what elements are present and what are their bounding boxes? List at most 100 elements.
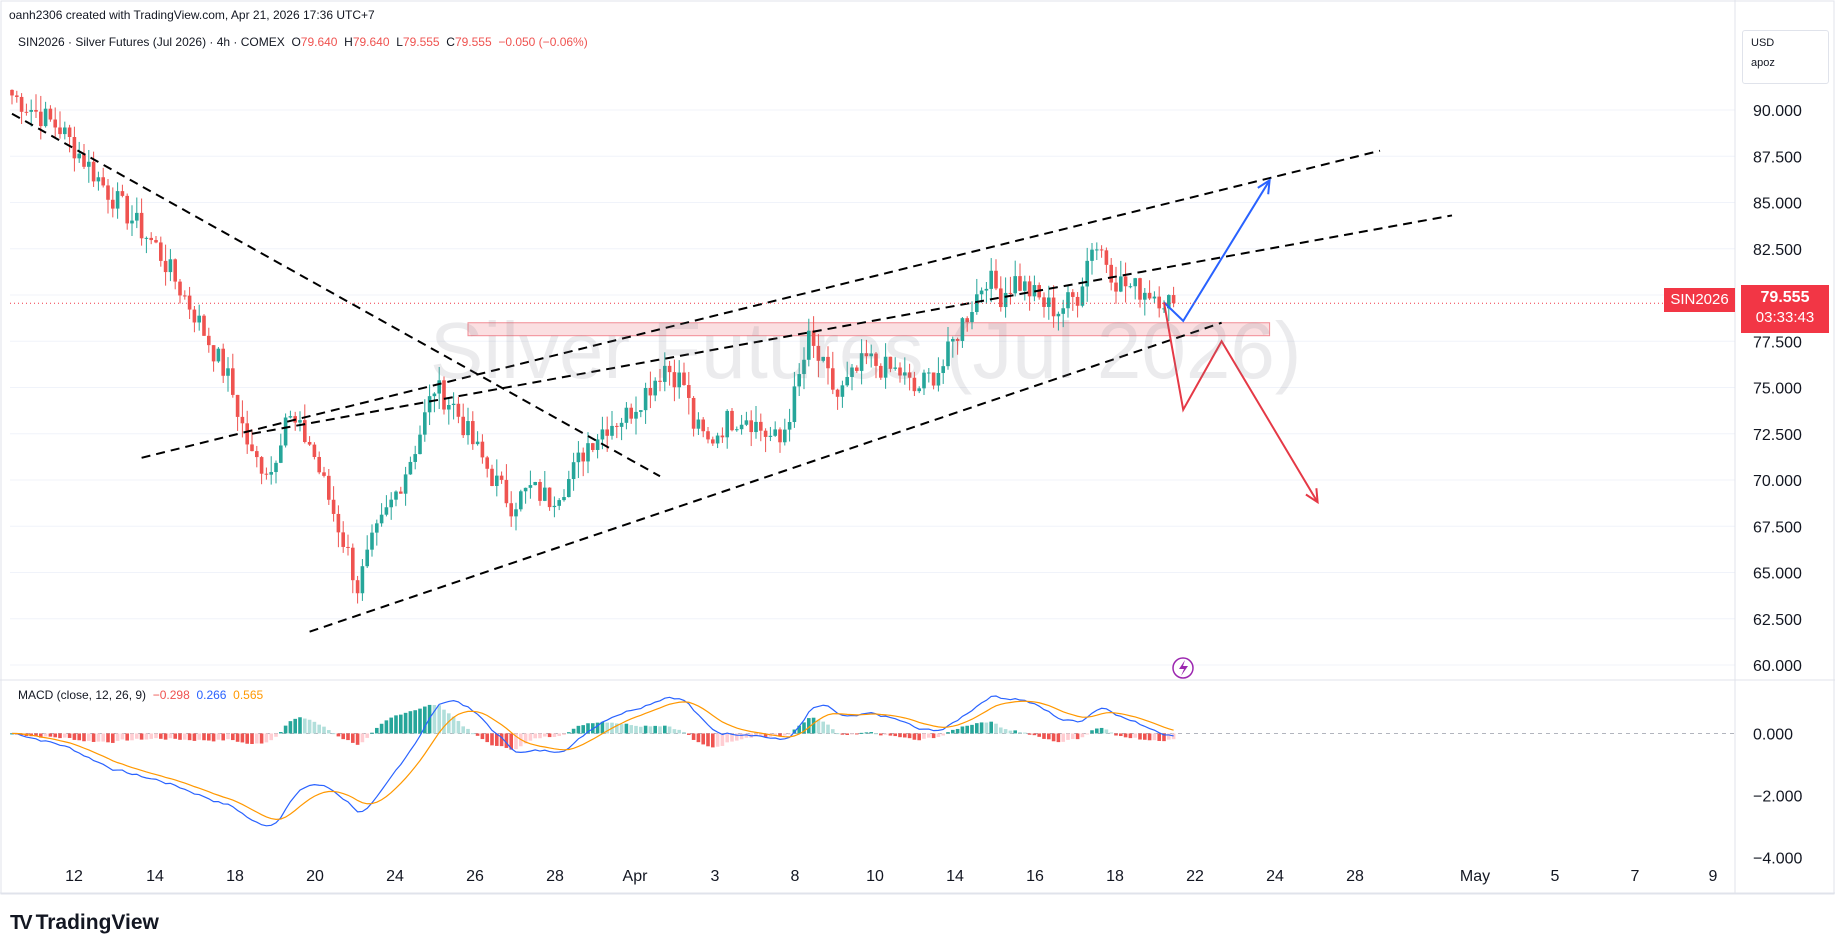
macd-histogram-bar (879, 733, 883, 736)
macd-histogram-bar (327, 730, 331, 734)
candle-body (845, 376, 849, 386)
macd-histogram-bar (341, 733, 345, 740)
macd-histogram-bar (687, 733, 691, 735)
symbol-legend[interactable]: SIN2026 · Silver Futures (Jul 2026) · 4h… (18, 35, 588, 49)
candle-body (221, 348, 225, 376)
macd-tick-label: 0.000 (1753, 726, 1793, 743)
candle-body (408, 461, 413, 475)
macd-histogram-bar (888, 733, 893, 736)
candle-body (547, 487, 552, 508)
candle-body (130, 220, 134, 224)
macd-histogram-bar (39, 733, 43, 738)
candle-body (495, 475, 499, 487)
macd-histogram-bar (538, 733, 542, 739)
price-tick-label: 90.000 (1753, 103, 1802, 120)
candle-body (509, 503, 513, 517)
candle-body (667, 365, 672, 373)
macd-histogram-bar (456, 721, 461, 734)
macd-histogram-bar (264, 733, 269, 743)
candle-body (245, 423, 249, 445)
candle-body (355, 580, 360, 594)
macd-histogram-bar (547, 733, 552, 738)
macd-histogram-bar (303, 718, 307, 734)
macd-histogram-bar (619, 724, 624, 734)
candle-body (63, 127, 67, 135)
tradingview-logo[interactable]: TV TradingView (10, 911, 159, 935)
price-tick-label: 72.500 (1753, 427, 1802, 444)
candle-body (226, 368, 230, 376)
macd-histogram-bar (869, 732, 873, 734)
candle-body (298, 420, 302, 423)
candle-body (159, 242, 163, 261)
candle-body (619, 422, 624, 427)
scenario-arrow-layer[interactable] (1163, 178, 1319, 505)
price-tick-label: 87.500 (1753, 149, 1802, 166)
candle-body (58, 127, 62, 135)
candle-body (1099, 249, 1104, 251)
macd-histogram-bar (250, 733, 254, 745)
candle-body (797, 374, 801, 387)
macd-histogram-bar (739, 733, 744, 740)
macd-histogram-bar (379, 723, 384, 734)
candle-body (418, 434, 422, 455)
macd-histogram-bar (960, 726, 965, 734)
time-axis[interactable]: 12 14 18 20 24 26 28 Apr 3 8 10 14 16 18 22 24 28 May 5 7 9 (65, 868, 1717, 885)
candle-body (759, 421, 763, 431)
price-grid (10, 109, 1735, 666)
candle-body (1018, 276, 1022, 291)
symbol-title: SIN2026 · Silver Futures (Jul 2026) · 4h… (18, 35, 285, 49)
support-zone (467, 322, 1271, 337)
candle-body (975, 294, 979, 313)
trendline (309, 321, 1222, 633)
macd-histogram-bar (634, 725, 638, 734)
candle-body (653, 380, 657, 396)
macd-histogram-bar (384, 720, 389, 734)
macd-legend[interactable]: MACD (close, 12, 26, 9) −0.298 0.266 0.5… (18, 688, 263, 702)
candle-body (211, 345, 216, 362)
macd-histogram-bar (360, 733, 365, 743)
macd-histogram-bar (432, 705, 437, 734)
trendline-layer[interactable] (11, 112, 1453, 633)
macd-histogram-bar (77, 733, 81, 741)
candle-body (1138, 278, 1142, 300)
candle-body (139, 212, 144, 239)
time-tick-label: Apr (623, 868, 649, 885)
macd-histogram-bar (471, 733, 475, 735)
scale-settings-box[interactable]: USD apoz (1742, 30, 1829, 84)
macd-histogram-bar (850, 733, 854, 735)
macd-histogram-bar (1008, 730, 1013, 734)
bar-countdown: 03:33:43 (1755, 309, 1815, 326)
candle-body (279, 445, 283, 463)
macd-histogram-bar (1027, 733, 1032, 735)
macd-histogram-bar (567, 732, 571, 734)
macd-histogram-bar (701, 733, 705, 745)
candle-body (307, 441, 312, 445)
candle-body (811, 330, 816, 346)
candle-body (879, 365, 883, 378)
macd-histogram-bar (120, 733, 125, 740)
candle-body (773, 429, 777, 436)
macd-axis[interactable]: 0.000 −2.000 −4.000 (1753, 726, 1802, 867)
candle-body (658, 380, 662, 382)
macd-histogram-bar (144, 733, 149, 740)
candle-body (610, 425, 614, 436)
macd-histogram-bar (115, 733, 120, 741)
macd-histogram-bar (322, 726, 326, 734)
candle-body (807, 330, 811, 360)
candle-body (912, 377, 917, 392)
price-axis[interactable]: 90.00087.50085.00082.50080.00077.50075.0… (1753, 103, 1802, 675)
macd-histogram-bar (504, 733, 509, 748)
user-label: apoz (1751, 57, 1775, 69)
macd-histogram-bar (744, 733, 749, 738)
macd-histogram-bar (667, 726, 672, 734)
candle-body (1075, 296, 1080, 306)
candle-body (120, 191, 125, 196)
macd-histogram-bar (226, 733, 230, 740)
macd-histogram-bar (1114, 733, 1118, 736)
macd-histogram-bar (183, 733, 187, 740)
macd-histogram-bar (773, 733, 777, 736)
candle-body (370, 532, 374, 550)
macd-histogram-bar (999, 727, 1003, 734)
candle-body (528, 485, 533, 488)
